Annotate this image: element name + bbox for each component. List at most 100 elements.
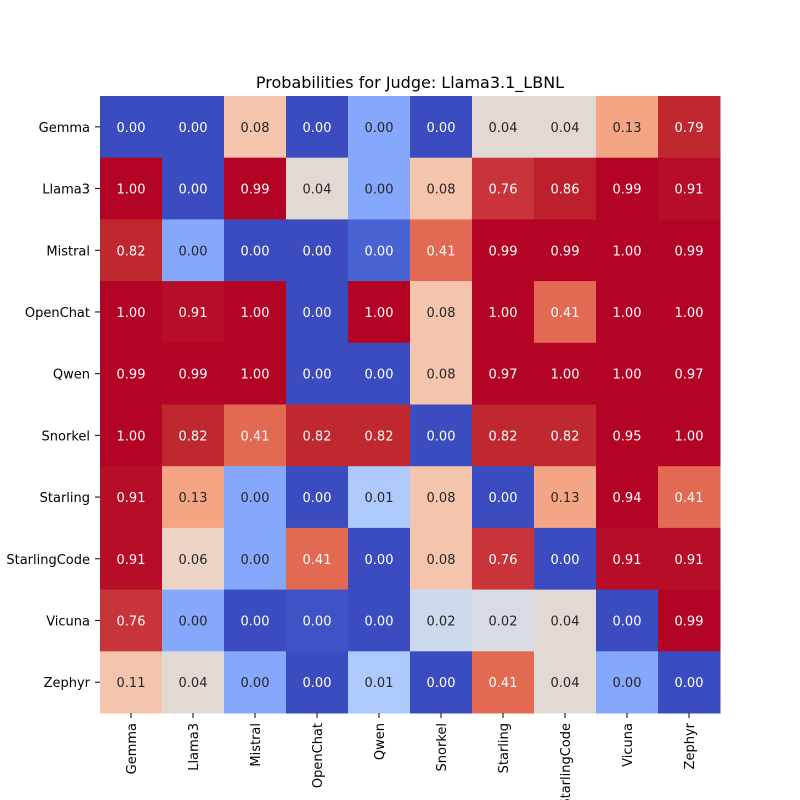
heatmap-cell-labels: 0.00 0.00 0.08 0.00 0.00 0.00 0.04 0.04 0.13 0.79… bbox=[117, 121, 704, 691]
y-tick-label: Snorkel bbox=[42, 429, 90, 444]
cell-value-label: 0.06 bbox=[179, 553, 208, 568]
heatmap-cell bbox=[162, 157, 225, 220]
cell-value-label: 0.99 bbox=[675, 244, 704, 259]
heatmap-cell bbox=[100, 157, 163, 220]
heatmap-cell bbox=[348, 157, 411, 220]
cell-value-label: 0.41 bbox=[303, 553, 332, 568]
cell-value-label: 0.00 bbox=[179, 183, 208, 198]
cell-value-label: 1.00 bbox=[675, 306, 704, 321]
heatmap-cell bbox=[534, 96, 597, 159]
cell-value-label: 0.00 bbox=[427, 676, 456, 691]
y-tick-label: Starling bbox=[40, 491, 90, 506]
heatmap-cell bbox=[534, 157, 597, 220]
cell-value-label: 0.99 bbox=[675, 614, 704, 629]
cell-value-label: 0.08 bbox=[427, 183, 456, 198]
cell-value-label: 0.00 bbox=[365, 614, 394, 629]
heatmap-cell bbox=[348, 527, 411, 591]
heatmap-cell bbox=[472, 281, 535, 344]
cell-value-label: 0.00 bbox=[675, 676, 704, 691]
heatmap-cell bbox=[100, 589, 163, 652]
heatmap-cell bbox=[348, 404, 411, 467]
heatmap-cell bbox=[348, 466, 411, 529]
heatmap-cell bbox=[410, 589, 473, 652]
cell-value-label: 0.00 bbox=[241, 614, 270, 629]
heatmap-cell bbox=[472, 404, 535, 467]
heatmap-cell bbox=[596, 342, 659, 405]
heatmap-cell bbox=[472, 466, 535, 529]
heatmap-cell bbox=[348, 281, 411, 344]
heatmap-cell bbox=[348, 342, 411, 405]
cell-value-label: 0.91 bbox=[613, 553, 642, 568]
cell-value-label: 0.01 bbox=[365, 491, 394, 506]
heatmap-cell bbox=[286, 651, 349, 714]
heatmap-cell bbox=[224, 404, 287, 467]
heatmap-cell bbox=[534, 342, 597, 405]
cell-value-label: 0.00 bbox=[179, 244, 208, 259]
x-tick-label: Snorkel bbox=[435, 723, 450, 771]
heatmap-cell bbox=[410, 466, 473, 529]
heatmap-cell bbox=[472, 219, 535, 282]
heatmap-cell bbox=[410, 219, 473, 282]
cell-value-label: 0.00 bbox=[241, 491, 270, 506]
heatmap-cell bbox=[596, 651, 659, 714]
heatmap-cell bbox=[100, 219, 163, 282]
cell-value-label: 0.99 bbox=[117, 368, 146, 383]
cell-value-label: 0.00 bbox=[427, 429, 456, 444]
cell-value-label: 0.00 bbox=[303, 306, 332, 321]
cell-value-label: 0.86 bbox=[551, 183, 580, 198]
heatmap-cell bbox=[596, 219, 659, 282]
cell-value-label: 0.76 bbox=[489, 553, 518, 568]
x-tick-label: Gemma bbox=[125, 723, 140, 774]
y-tick-label: Qwen bbox=[53, 368, 90, 383]
heatmap-cell bbox=[100, 404, 163, 467]
heatmap-cell bbox=[100, 281, 163, 344]
cell-value-label: 0.82 bbox=[551, 429, 580, 444]
heatmap-cell bbox=[410, 157, 473, 220]
cell-value-label: 0.08 bbox=[427, 368, 456, 383]
cell-value-label: 0.41 bbox=[675, 491, 704, 506]
cell-value-label: 1.00 bbox=[241, 368, 270, 383]
heatmap-cell bbox=[348, 219, 411, 282]
heatmap-cell bbox=[534, 651, 597, 714]
cell-value-label: 1.00 bbox=[675, 429, 704, 444]
x-tick-label: Zephyr bbox=[683, 722, 698, 769]
cell-value-label: 1.00 bbox=[117, 429, 146, 444]
heatmap-cell bbox=[658, 96, 721, 159]
x-tick-label: Mistral bbox=[249, 723, 264, 767]
heatmap-cell bbox=[286, 527, 349, 591]
cell-value-label: 0.91 bbox=[117, 553, 146, 568]
cell-value-label: 0.91 bbox=[675, 183, 704, 198]
cell-value-label: 1.00 bbox=[117, 306, 146, 321]
cell-value-label: 0.13 bbox=[613, 121, 642, 136]
cell-value-label: 0.00 bbox=[117, 121, 146, 136]
cell-value-label: 0.91 bbox=[675, 553, 704, 568]
chart-title: Probabilities for Judge: Llama3.1_LBNL bbox=[256, 73, 564, 93]
heatmap-cell bbox=[286, 219, 349, 282]
cell-value-label: 0.13 bbox=[179, 491, 208, 506]
heatmap-cell bbox=[658, 157, 721, 220]
heatmap-cell bbox=[658, 527, 721, 591]
heatmap-cell bbox=[162, 466, 225, 529]
heatmap-cell bbox=[658, 651, 721, 714]
cell-value-label: 0.97 bbox=[675, 368, 704, 383]
cell-value-label: 0.82 bbox=[179, 429, 208, 444]
cell-value-label: 0.97 bbox=[489, 368, 518, 383]
cell-value-label: 0.41 bbox=[551, 306, 580, 321]
cell-value-label: 0.99 bbox=[489, 244, 518, 259]
heatmap-cell bbox=[658, 466, 721, 529]
heatmap-cell bbox=[286, 96, 349, 159]
x-tick-label: Vicuna bbox=[621, 723, 636, 767]
cell-value-label: 0.76 bbox=[117, 614, 146, 629]
x-axis-ticks: Gemma Llama3 Mistral OpenChat Qwen Snorkel Sta… bbox=[125, 713, 698, 800]
y-axis-ticks: Gemma Llama3 Mistral OpenChat Qwen Snorkel Sta… bbox=[6, 121, 100, 691]
cell-value-label: 0.08 bbox=[427, 553, 456, 568]
heatmap-cell bbox=[286, 342, 349, 405]
heatmap-cell bbox=[472, 527, 535, 591]
cell-value-label: 0.00 bbox=[179, 614, 208, 629]
cell-value-label: 0.00 bbox=[241, 676, 270, 691]
cell-value-label: 1.00 bbox=[613, 306, 642, 321]
x-tick-label: Llama3 bbox=[187, 723, 202, 771]
heatmap-cell bbox=[410, 527, 473, 591]
heatmap-cell bbox=[596, 404, 659, 467]
